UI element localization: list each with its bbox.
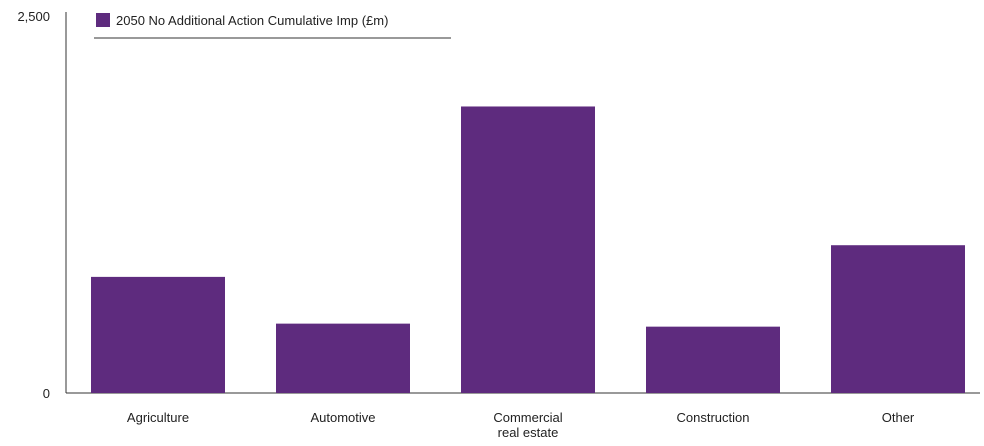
bar-other bbox=[831, 245, 965, 393]
bar-automotive bbox=[276, 323, 410, 393]
y-tick-label: 0 bbox=[43, 386, 50, 401]
x-tick-label-line: Agriculture bbox=[127, 410, 189, 425]
y-axis-tick-labels: 0 2,500 bbox=[17, 9, 50, 401]
x-tick-label-line: Construction bbox=[677, 410, 750, 425]
bar-commercial-real-estate bbox=[461, 106, 595, 393]
y-tick-label: 2,500 bbox=[17, 9, 50, 24]
legend-swatch bbox=[96, 13, 110, 27]
bar-construction bbox=[646, 326, 780, 393]
x-tick-label-line: Other bbox=[882, 410, 915, 425]
x-tick-label: Agriculture bbox=[127, 410, 189, 425]
legend: 2050 No Additional Action Cumulative Imp… bbox=[94, 13, 451, 39]
x-tick-label-line: Commercial bbox=[493, 410, 562, 425]
x-axis-tick-labels: Agriculture Automotive Commercial real esta… bbox=[127, 410, 915, 440]
legend-label: 2050 No Additional Action Cumulative Imp… bbox=[116, 13, 388, 28]
x-tick-label-line: Automotive bbox=[310, 410, 375, 425]
bar-agriculture bbox=[91, 276, 225, 393]
bars-group bbox=[91, 106, 965, 393]
x-tick-label-line: real estate bbox=[498, 425, 559, 440]
x-tick-label: Commercial real estate bbox=[493, 410, 562, 440]
x-tick-label: Other bbox=[882, 410, 915, 425]
x-tick-label: Construction bbox=[677, 410, 750, 425]
x-tick-label: Automotive bbox=[310, 410, 375, 425]
